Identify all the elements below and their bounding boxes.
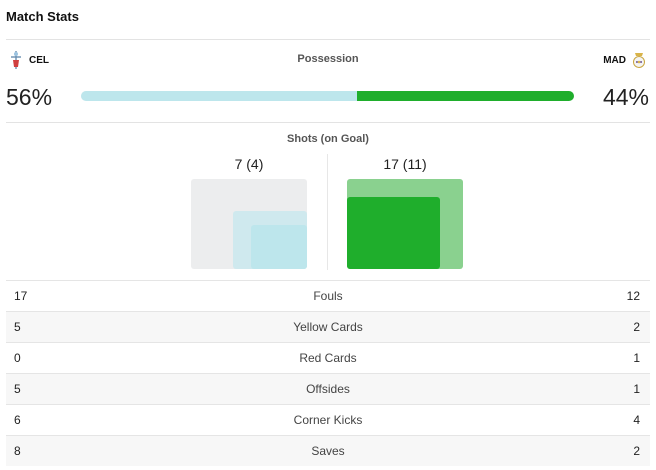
away-shots-on-goal-area (347, 196, 441, 269)
stat-row-offsides: 5 Offsides 1 (6, 373, 650, 404)
possession-label: Possession (297, 53, 359, 65)
stat-home-value: 5 (14, 382, 21, 396)
stat-row-red-cards: 0 Red Cards 1 (6, 342, 650, 373)
possession-bar (81, 91, 574, 101)
stat-home-value: 0 (14, 351, 21, 365)
stat-home-value: 5 (14, 320, 21, 334)
home-shots-box (191, 179, 307, 269)
possession-bar-home (81, 91, 358, 101)
stat-home-value: 8 (14, 444, 21, 458)
possession-bar-away (357, 91, 574, 101)
real-madrid-crest-icon (633, 53, 645, 68)
shots-label: Shots (on Goal) (287, 133, 369, 145)
stat-away-value: 12 (626, 289, 640, 303)
stat-home-value: 6 (14, 413, 21, 427)
stat-away-value: 1 (633, 382, 640, 396)
away-team-abbr: MAD (603, 54, 626, 66)
home-team[interactable]: CEL (9, 50, 49, 70)
home-shots-on-goal-area (250, 225, 307, 269)
stat-label: Fouls (313, 289, 343, 303)
home-possession-value: 56% (6, 84, 53, 110)
stat-label: Corner Kicks (293, 413, 363, 427)
celta-crest-icon (11, 51, 21, 69)
shots-divider (327, 154, 328, 270)
stat-row-fouls: 17 Fouls 12 (6, 280, 650, 311)
match-stats-title: Match Stats (6, 9, 79, 24)
stat-label: Saves (311, 444, 345, 458)
stat-label: Offsides (306, 382, 350, 396)
stat-label: Yellow Cards (293, 320, 363, 334)
stat-away-value: 2 (633, 320, 640, 334)
stat-row-yellow-cards: 5 Yellow Cards 2 (6, 311, 650, 342)
stat-away-value: 4 (633, 413, 640, 427)
header-divider (6, 39, 650, 40)
stat-away-value: 2 (633, 444, 640, 458)
stats-table: 17 Fouls 12 5 Yellow Cards 2 0 Red Cards… (6, 280, 650, 466)
away-possession-value: 44% (602, 84, 649, 110)
stat-label: Red Cards (299, 351, 357, 365)
stat-row-saves: 8 Saves 2 (6, 435, 650, 466)
stat-row-corner-kicks: 6 Corner Kicks 4 (6, 404, 650, 435)
away-team[interactable]: MAD (603, 50, 646, 70)
away-shots-box (347, 179, 463, 269)
home-shots-value: 7 (4) (234, 156, 264, 172)
away-shots-value: 17 (11) (383, 156, 427, 172)
home-team-abbr: CEL (29, 54, 49, 66)
stat-away-value: 1 (633, 351, 640, 365)
stat-home-value: 17 (14, 289, 28, 303)
possession-divider (6, 122, 650, 123)
